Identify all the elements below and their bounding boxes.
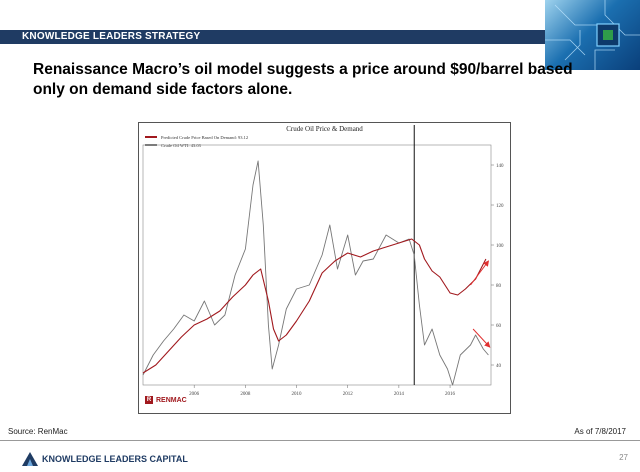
uptrend-arrow [470,260,490,286]
y-tick-label: 60 [496,324,502,329]
x-tick-label: 2008 [240,392,251,397]
footer-divider [0,440,640,441]
series-line-wti [142,160,489,386]
legend-label-predicted: Predicted Crude Price Based On Demand: 9… [161,134,249,140]
renmac-logo: R RENMAC [145,396,187,404]
y-tick-label: 40 [496,364,502,369]
legend-item-predicted: Predicted Crude Price Based On Demand: 9… [145,133,248,141]
series-line-predicted [142,238,487,374]
chart-title: Crude Oil Price & Demand [286,125,363,133]
circuit-board-image [545,0,640,70]
as-of-date: As of 7/8/2017 [574,427,626,436]
plot-frame [142,144,492,386]
circuit-graphic [545,0,640,70]
x-tick-label: 2010 [292,392,303,397]
strategy-label: KNOWLEDGE LEADERS STRATEGY [22,31,201,42]
x-tick-label: 2006 [189,392,200,397]
downtrend-arrow [472,328,491,348]
header-bar: KNOWLEDGE LEADERS STRATEGY [0,0,640,70]
company-logo-icon [22,452,38,466]
footer-branding: KNOWLEDGE LEADERS CAPITAL [22,452,188,466]
y-tick-label: 120 [496,204,504,209]
x-tick-label: 2014 [394,392,405,397]
y-tick-label: 140 [496,164,504,169]
page-number: 27 [619,453,628,462]
y-tick-label: 100 [496,244,504,249]
company-name: KNOWLEDGE LEADERS CAPITAL [42,454,188,464]
slide-headline: Renaissance Macro’s oil model suggests a… [33,61,573,98]
renmac-logo-text: RENMAC [156,396,187,404]
line-chart-plot: 2006 2008 2010 2012 2014 2016 40 60 80 100 120 140 [142,125,504,397]
strategy-banner: KNOWLEDGE LEADERS STRATEGY [0,30,560,44]
x-tick-label: 2012 [343,392,354,397]
x-tick-label: 2016 [445,392,456,397]
renmac-logo-icon: R [145,396,153,404]
y-tick-label: 80 [496,284,502,289]
chart-panel: Crude Oil Price & Demand Predicted Crude… [138,122,511,414]
legend-swatch-predicted [145,136,157,138]
source-note: Source: RenMac [8,427,68,436]
